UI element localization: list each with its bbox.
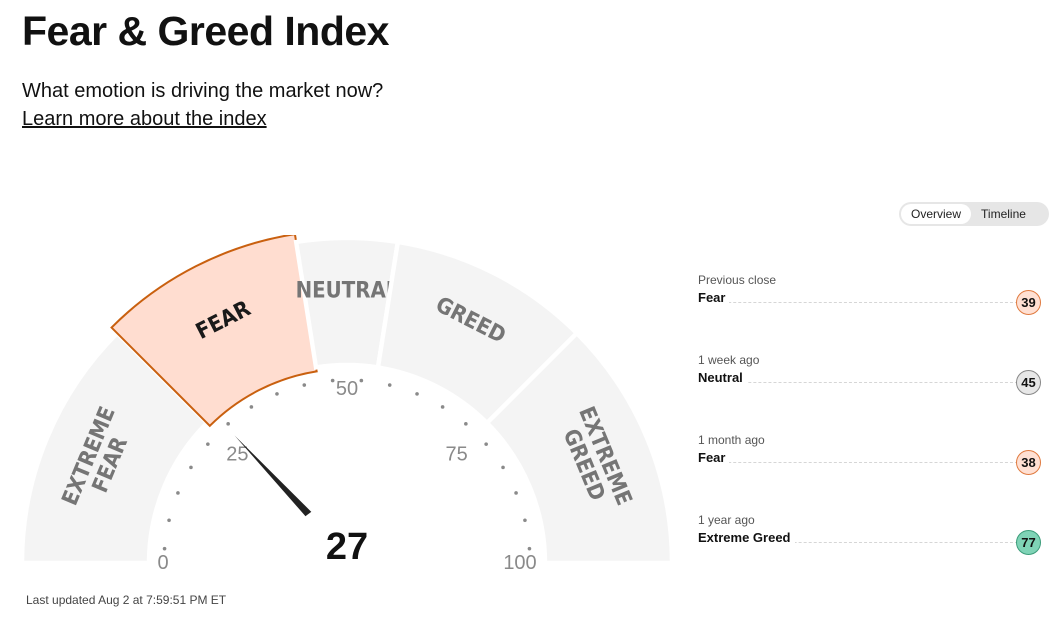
- scale-dot: [527, 546, 532, 551]
- history-row-1-year: 1 year ago Extreme Greed 77: [698, 513, 1048, 573]
- scale-dot: [302, 383, 307, 387]
- fear-greed-gauge: EXTREMEFEARFEARNEUTRALGREEDEXTREMEGREED0…: [19, 235, 675, 590]
- last-updated-text: Last updated Aug 2 at 7:59:51 PM ET: [26, 593, 227, 607]
- scale-dot: [167, 518, 171, 523]
- scale-label-50: 50: [336, 378, 358, 400]
- zone-extreme-greed: [483, 330, 675, 566]
- history-period: 1 year ago: [698, 513, 755, 527]
- history-sentiment: Neutral: [698, 370, 747, 385]
- history-row-1-month: 1 month ago Fear 38: [698, 433, 1048, 493]
- scale-dot: [415, 392, 419, 396]
- history-period: 1 month ago: [698, 433, 765, 447]
- scale-dot: [387, 383, 392, 387]
- history-sentiment: Fear: [698, 450, 730, 465]
- scale-dot: [501, 465, 505, 470]
- scale-dot: [514, 491, 518, 495]
- scale-label-100: 100: [503, 552, 536, 574]
- page-subtitle: What emotion is driving the market now?: [22, 80, 384, 102]
- scale-dot: [464, 422, 468, 426]
- tab-timeline[interactable]: Timeline: [981, 207, 1026, 221]
- scale-dot: [484, 442, 488, 446]
- row-divider: [698, 382, 1018, 383]
- scale-label-0: 0: [157, 552, 168, 574]
- scale-dot: [359, 378, 364, 383]
- value-circle-front: [283, 501, 411, 590]
- scale-dot: [523, 518, 527, 523]
- scale-dot: [226, 422, 230, 426]
- scale-dot: [176, 491, 180, 495]
- learn-more-link[interactable]: Learn more about the index: [22, 108, 267, 130]
- row-divider: [698, 542, 1018, 543]
- history-value-badge: 39: [1016, 290, 1041, 315]
- zone-fear: [110, 235, 318, 428]
- history-row-1-week: 1 week ago Neutral 45: [698, 353, 1048, 413]
- scale-dot: [162, 546, 167, 551]
- history-period: 1 week ago: [698, 353, 760, 367]
- page-title: Fear & Greed Index: [22, 8, 389, 54]
- gauge-value: 27: [326, 526, 368, 568]
- history-sentiment: Extreme Greed: [698, 530, 795, 545]
- scale-dot: [330, 378, 335, 383]
- scale-dot: [249, 405, 254, 409]
- scale-dot: [206, 442, 210, 446]
- history-row-previous-close: Previous close Fear 39: [698, 273, 1048, 333]
- row-divider: [698, 462, 1018, 463]
- history-period: Previous close: [698, 273, 777, 287]
- view-toggle: Overview Timeline: [899, 202, 1049, 226]
- scale-dot: [189, 465, 193, 470]
- row-divider: [698, 302, 1018, 303]
- scale-dot: [275, 392, 279, 396]
- history-sentiment: Fear: [698, 290, 730, 305]
- history-value-badge: 38: [1016, 450, 1041, 475]
- scale-label-25: 25: [226, 443, 248, 465]
- scale-dot: [440, 405, 445, 409]
- zone-label-neutral: NEUTRAL: [296, 279, 399, 304]
- history-value-badge: 77: [1016, 530, 1041, 555]
- scale-label-75: 75: [445, 443, 467, 465]
- history-value-badge: 45: [1016, 370, 1041, 395]
- tab-overview[interactable]: Overview: [901, 204, 972, 224]
